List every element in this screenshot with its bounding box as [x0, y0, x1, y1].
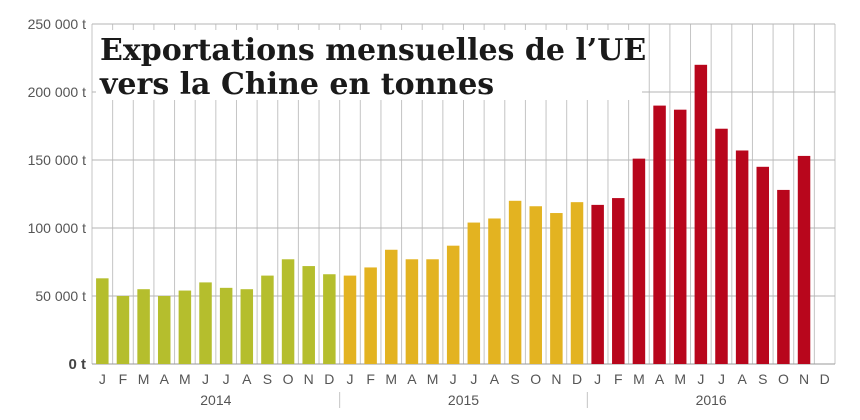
x-tick-label: M: [674, 371, 686, 387]
bar: [281, 259, 295, 364]
bar: [405, 259, 419, 364]
x-tick-label: A: [160, 371, 170, 387]
bar: [508, 200, 522, 364]
bar: [756, 166, 770, 364]
bar: [467, 222, 481, 364]
x-tick-label: A: [242, 371, 252, 387]
x-tick-label: J: [202, 371, 209, 387]
bar: [96, 278, 109, 364]
bar: [199, 282, 212, 364]
bar: [529, 206, 542, 364]
bar: [797, 155, 811, 364]
x-tick-label: J: [346, 371, 353, 387]
bar: [219, 287, 233, 364]
y-tick-label: 0 t: [68, 356, 86, 373]
bar: [777, 189, 790, 364]
x-tick-label: M: [385, 371, 397, 387]
x-tick-label: D: [324, 371, 334, 387]
bar: [116, 296, 130, 364]
bar: [632, 158, 646, 364]
bar: [343, 275, 357, 364]
x-tick-label: J: [697, 371, 704, 387]
bar: [323, 274, 336, 364]
x-tick-label: J: [223, 371, 230, 387]
y-axis-ticks: 0 t 50 000 t 100 000 t 150 000 t 200 000 t 25…: [28, 16, 86, 373]
x-tick-label: S: [510, 371, 519, 387]
bar: [488, 218, 501, 364]
year-label: 2014: [200, 392, 231, 408]
x-tick-label: S: [758, 371, 767, 387]
chart-title-line-1: Exportations mensuelles de l’UE: [100, 33, 646, 68]
chart-title-line-2: vers la Chine en tonnes: [99, 67, 494, 102]
bar: [385, 249, 398, 364]
x-tick-label: O: [530, 371, 541, 387]
y-tick-label: 250 000 t: [28, 16, 86, 32]
x-tick-label: J: [718, 371, 725, 387]
bar: [302, 266, 315, 364]
bar: [426, 259, 439, 364]
y-tick-label: 50 000 t: [35, 288, 86, 304]
year-label: 2015: [448, 392, 479, 408]
x-tick-label: S: [263, 371, 272, 387]
x-tick-label: A: [407, 371, 417, 387]
x-tick-label: O: [778, 371, 789, 387]
bar: [591, 204, 604, 364]
x-tick-label: F: [119, 371, 128, 387]
x-tick-label: M: [633, 371, 645, 387]
x-tick-label: N: [799, 371, 809, 387]
bar: [137, 289, 150, 364]
x-tick-label: N: [551, 371, 561, 387]
bar: [550, 213, 563, 364]
bar: [240, 289, 254, 364]
bar: [157, 296, 171, 364]
bar: [673, 109, 687, 365]
bar: [261, 275, 274, 364]
y-tick-label: 200 000 t: [28, 84, 86, 100]
x-tick-label: A: [737, 371, 747, 387]
x-tick-label: M: [179, 371, 191, 387]
x-tick-label: F: [614, 371, 623, 387]
bar: [653, 105, 666, 364]
bar: [446, 245, 460, 364]
x-tick-label: J: [99, 371, 106, 387]
x-tick-label: D: [820, 371, 830, 387]
year-labels: 2014 2015 2016: [200, 392, 727, 408]
bar: [612, 198, 625, 364]
bar: [694, 64, 708, 365]
x-tick-label: N: [304, 371, 314, 387]
x-tick-label: A: [490, 371, 500, 387]
title-background: [96, 30, 642, 100]
x-tick-label: A: [655, 371, 665, 387]
y-tick-label: 100 000 t: [28, 220, 86, 236]
x-tick-label: J: [594, 371, 601, 387]
x-tick-label: O: [283, 371, 294, 387]
bar: [735, 150, 749, 364]
year-label: 2016: [696, 392, 727, 408]
bar: [178, 290, 192, 364]
x-tick-label: D: [572, 371, 582, 387]
x-tick-label: J: [470, 371, 477, 387]
x-tick-label: F: [366, 371, 375, 387]
bar: [715, 128, 728, 364]
x-tick-label: J: [450, 371, 457, 387]
bar-series: [96, 64, 811, 365]
y-tick-label: 150 000 t: [28, 152, 86, 168]
x-tick-label: M: [138, 371, 150, 387]
bar: [570, 202, 584, 364]
x-tick-label: M: [427, 371, 439, 387]
bar: [364, 267, 377, 364]
